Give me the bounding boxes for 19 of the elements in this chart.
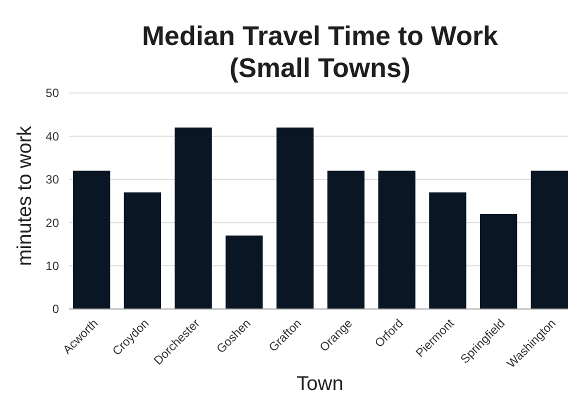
y-tick-label: 30 (46, 172, 60, 187)
y-axis-title: minutes to work (14, 124, 36, 266)
bar (276, 128, 314, 309)
bar (226, 236, 263, 309)
y-tick-label: 40 (46, 129, 60, 144)
y-tick-label: 20 (46, 216, 60, 230)
bar (73, 170, 110, 309)
bar (480, 214, 518, 309)
bar (327, 170, 365, 309)
y-tick-label: 50 (46, 86, 60, 100)
bar (124, 192, 162, 309)
y-tick-label: 0 (52, 302, 60, 316)
chart-title: Median Travel Time to Work (Small Towns) (142, 21, 500, 83)
bar (174, 128, 212, 309)
bar (429, 192, 466, 309)
x-axis-title: Town (296, 373, 344, 395)
bar (378, 170, 416, 309)
y-tick-label: 10 (46, 259, 60, 273)
bar (530, 170, 568, 309)
